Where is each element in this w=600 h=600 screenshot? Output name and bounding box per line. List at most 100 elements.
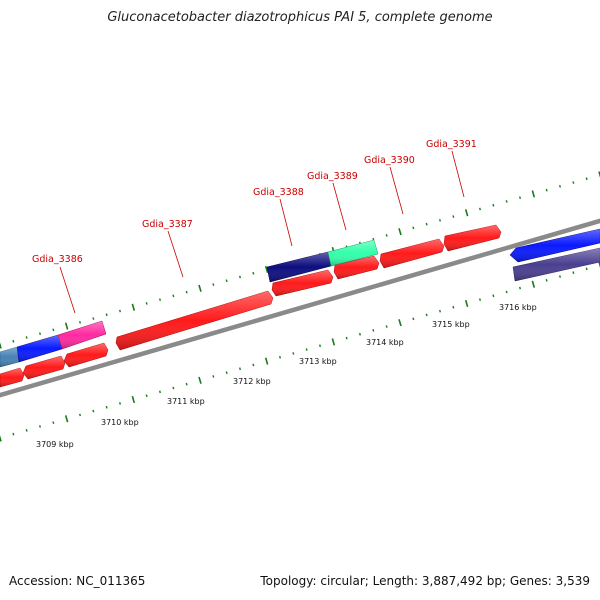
minor-tick [345,336,348,340]
major-tick [398,319,402,327]
minor-tick [385,325,388,328]
major-tick [0,342,2,349]
minor-tick [572,181,575,184]
major-tick [331,338,336,346]
minor-tick [145,302,148,305]
minor-tick [545,278,548,282]
tick-label: 3712 kbp [233,377,271,386]
gene-arrow-red-reverse[interactable] [22,355,66,380]
gene-label[interactable]: Gdia_3391 [426,139,477,150]
minor-tick [79,321,81,324]
tick-label: 3710 kbp [101,418,139,427]
tick-label: 3713 kbp [299,357,337,366]
accession-text: Accession: NC_011365 [9,574,146,588]
minor-tick [519,196,521,199]
minor-tick [412,226,415,230]
minor-tick [519,286,521,290]
minor-tick [452,215,455,218]
major-tick [64,415,69,423]
minor-tick [25,336,28,339]
gene-label[interactable]: Gdia_3387 [142,219,193,230]
major-tick [131,303,136,311]
tick-label: 3709 kbp [36,440,74,449]
minor-tick [412,317,415,321]
minor-tick [292,352,295,355]
minor-tick [479,298,481,301]
tick-label: 3711 kbp [167,397,205,406]
tick-label: 3714 kbp [366,338,404,347]
tick-label: 3716 kbp [499,303,537,312]
minor-tick [585,267,588,271]
gene-arrow-red-reverse[interactable] [0,367,25,388]
minor-tick [305,348,308,351]
minor-tick [52,328,55,332]
major-tick [464,209,469,217]
minor-tick [225,279,228,283]
minor-tick [225,371,228,375]
major-tick [464,299,469,308]
major-tick [531,280,536,288]
major-tick [198,376,202,384]
minor-tick [185,382,188,386]
minor-tick [559,185,561,188]
minor-tick [439,219,441,222]
gene-label[interactable]: Gdia_3390 [364,155,415,166]
minor-tick [159,390,161,394]
minor-tick [372,328,375,332]
minor-tick [212,283,215,286]
major-tick [531,190,536,198]
major-tick [0,435,2,442]
gene-label-leaders [59,150,465,314]
minor-tick [79,413,81,417]
gene-arrow-steelblue[interactable] [0,346,20,368]
minor-tick [159,298,161,301]
minor-tick [572,271,575,275]
gene-arrow-red-forward[interactable] [379,238,445,269]
minor-tick [12,339,15,343]
minor-tick [252,271,255,275]
minor-tick [452,305,455,309]
gene-arrow-red-forward[interactable] [443,224,502,252]
minor-tick [319,344,321,348]
minor-tick [425,222,428,226]
minor-tick [545,188,548,192]
minor-tick [52,421,55,425]
minor-tick [39,332,41,335]
major-tick [398,228,402,236]
gene-label[interactable]: Gdia_3388 [253,187,304,198]
minor-tick [185,290,188,294]
genome-summary-text: Topology: circular; Length: 3,887,492 bp… [260,574,590,588]
major-tick [264,357,269,365]
minor-tick [12,432,15,436]
minor-tick [105,313,108,317]
major-tick [598,171,600,178]
major-tick [131,395,136,404]
minor-tick [359,332,361,336]
minor-tick [172,386,175,390]
major-tick [64,322,69,330]
minor-tick [252,363,255,367]
minor-tick [425,313,428,317]
minor-tick [492,294,495,298]
minor-tick [479,207,481,211]
minor-tick [119,309,121,313]
minor-tick [105,405,108,409]
minor-tick [39,425,41,428]
minor-tick [25,428,28,432]
minor-tick [172,294,175,298]
minor-tick [92,409,95,413]
minor-tick [239,367,241,371]
gene-label[interactable]: Gdia_3389 [307,171,358,182]
gene-label[interactable]: Gdia_3386 [32,254,83,265]
major-tick [198,284,202,292]
minor-tick [385,234,388,237]
minor-tick [279,355,281,359]
minor-tick [212,375,215,378]
genome-backbone [0,218,600,398]
minor-tick [92,317,95,320]
minor-tick [585,177,588,181]
minor-tick [505,200,508,203]
minor-tick [119,402,121,405]
tick-label: 3715 kbp [432,320,470,329]
